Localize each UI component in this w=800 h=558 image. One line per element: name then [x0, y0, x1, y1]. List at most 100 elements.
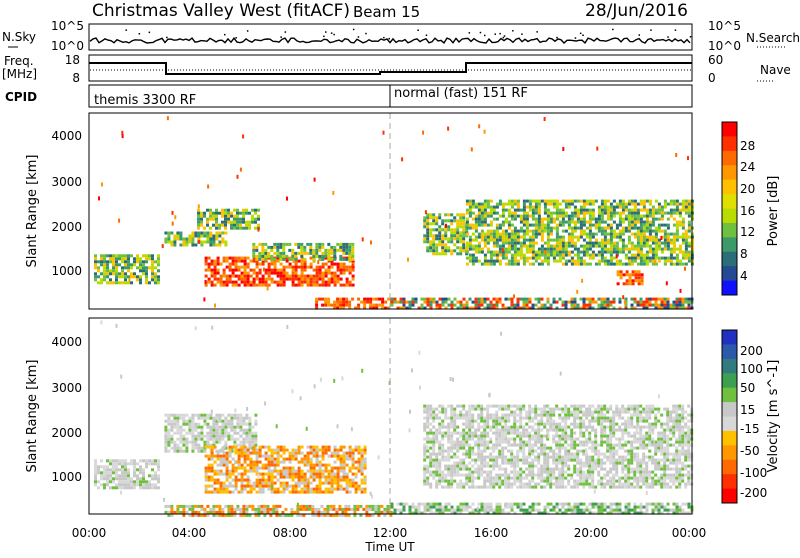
power-echo-cell	[447, 213, 450, 216]
power-echo-cell	[145, 275, 148, 278]
velocity-echo-cell	[206, 417, 209, 420]
power-echo-cell	[592, 209, 595, 212]
power-echo-cell	[652, 209, 655, 212]
power-echo-cell	[604, 239, 607, 242]
velocity-echo-cell	[259, 455, 262, 458]
power-echo-cell	[631, 224, 634, 227]
power-echo-cell	[580, 260, 583, 263]
power-echo-cell	[508, 215, 511, 218]
power-echo-cell	[640, 301, 643, 304]
velocity-echo-cell	[212, 429, 215, 432]
power-echo-cell	[661, 230, 664, 233]
power-echo-cell	[121, 269, 124, 272]
power-echo-cell	[613, 242, 616, 245]
velocity-echo-cell	[253, 452, 256, 455]
velocity-echo-cell	[432, 411, 435, 414]
velocity-echo-cell	[423, 438, 426, 441]
power-echo-cell	[641, 282, 644, 285]
velocity-echo-cell	[173, 447, 176, 450]
velocity-echo-cell	[346, 485, 349, 488]
velocity-echo-cell	[474, 420, 477, 423]
power-echo-cell	[430, 298, 433, 301]
velocity-echo-cell	[444, 456, 447, 459]
velocity-echo-cell	[203, 414, 206, 417]
velocity-echo-cell	[343, 479, 346, 482]
velocity-echo-cell	[480, 444, 483, 447]
power-echo-cell	[646, 304, 649, 307]
power-echo-cell	[508, 212, 511, 215]
velocity-echo-cell	[295, 488, 298, 491]
power-echo-cell	[589, 236, 592, 239]
nsearch-point	[149, 32, 151, 33]
velocity-echo-cell	[167, 441, 170, 444]
power-echo-cell	[553, 301, 556, 304]
power-echo-cell	[478, 304, 481, 307]
power-echo-cell	[348, 243, 351, 246]
velocity-echo-cell	[362, 508, 365, 511]
power-echo-cell	[429, 234, 432, 237]
velocity-echo-cell	[459, 435, 462, 438]
power-echo-cell	[565, 203, 568, 206]
velocity-echo-cell	[145, 462, 148, 465]
power-echo-cell	[577, 221, 580, 224]
velocity-echo-cell	[250, 485, 253, 488]
velocity-echo-cell	[349, 446, 352, 449]
power-echo-cell	[511, 257, 514, 260]
velocity-echo-cell	[456, 474, 459, 477]
power-echo-cell	[638, 276, 641, 279]
velocity-echo-cell	[247, 449, 250, 452]
velocity-echo-cell	[346, 464, 349, 467]
power-echo-cell	[634, 236, 637, 239]
velocity-echo-cell	[328, 473, 331, 476]
velocity-echo-cell	[504, 423, 507, 426]
power-echo-cell	[450, 252, 453, 255]
power-echo-cell	[685, 209, 688, 212]
velocity-echo-cell	[688, 506, 691, 509]
power-echo-cell	[511, 203, 514, 206]
velocity-echo-cell	[277, 473, 280, 476]
velocity-echo-cell	[295, 485, 298, 488]
power-echo-cell	[547, 215, 550, 218]
power-echo-cell	[610, 212, 613, 215]
velocity-echo-cell	[245, 417, 248, 420]
power-echo-cell	[688, 224, 691, 227]
velocity-echo-cell	[200, 429, 203, 432]
velocity-echo-cell	[182, 414, 185, 417]
power-echo-cell	[349, 284, 352, 287]
power-echo-cell	[297, 243, 300, 246]
velocity-echo-cell	[244, 461, 247, 464]
power-echo-cell	[262, 275, 265, 278]
power-echo-cell	[550, 203, 553, 206]
power-echo-cell	[321, 252, 324, 255]
velocity-echo-cell	[361, 488, 364, 491]
velocity-echo-cell	[157, 480, 160, 483]
power-echo-cell	[517, 200, 520, 203]
velocity-echo-cell	[197, 414, 200, 417]
power-echo-cell	[103, 254, 106, 257]
power-echo-cell	[667, 233, 670, 236]
power-echo-cell	[426, 246, 429, 249]
power-echo-cell	[221, 209, 224, 212]
power-echo-cell	[634, 260, 637, 263]
power-echo-cell	[514, 251, 517, 254]
power-echo-cell	[583, 224, 586, 227]
velocity-echo-cell	[477, 450, 480, 453]
power-echo-cell	[244, 275, 247, 278]
power-echo-cell	[118, 281, 121, 284]
velocity-echo-cell	[423, 471, 426, 474]
power-echo-cell	[529, 206, 532, 209]
power-echo-cell	[604, 227, 607, 230]
power-echo-cell	[472, 233, 475, 236]
power-echo-cell	[294, 243, 297, 246]
velocity-echo-cell	[109, 486, 112, 489]
power-echo-cell	[363, 298, 366, 301]
power-echo-cell	[634, 298, 637, 301]
velocity-echo-cell	[435, 408, 438, 411]
power-echo-cell	[456, 237, 459, 240]
power-echo-cell	[450, 213, 453, 216]
velocity-echo-cell	[441, 420, 444, 423]
velocity-echo-cell	[601, 503, 604, 506]
power-echo-cell	[472, 218, 475, 221]
velocity-echo-cell	[292, 455, 295, 458]
power-echo-cell	[432, 228, 435, 231]
